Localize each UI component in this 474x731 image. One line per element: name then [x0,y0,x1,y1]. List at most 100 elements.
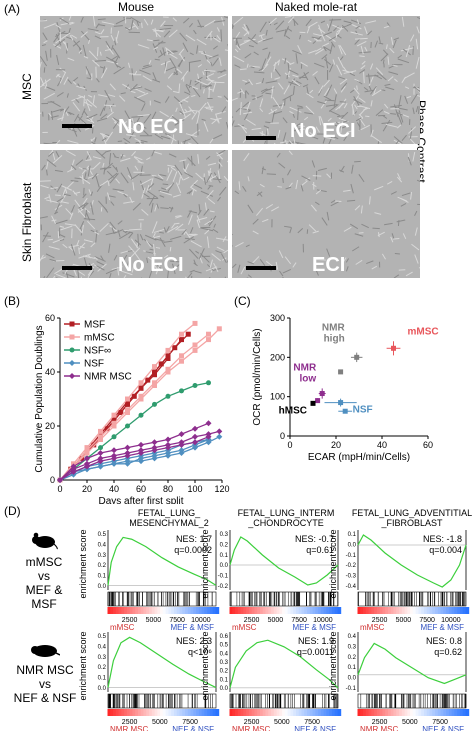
cell-texture [156,203,160,209]
cell-texture [170,166,177,171]
cell-texture [252,256,260,264]
cell-texture [256,191,263,197]
cell-texture [332,24,342,30]
data-point [185,331,191,337]
cell-texture [81,30,91,42]
rank-gradient-segment [182,709,186,716]
cell-texture [179,110,185,115]
cell-texture [205,79,215,82]
x-tick-label: 20 [82,484,92,494]
cell-texture [70,180,79,182]
data-point [152,380,157,386]
cell-texture [181,108,187,119]
cell-texture [155,246,161,249]
rank-gradient-segment [171,607,175,614]
cell-texture [300,184,304,192]
cell-texture [339,78,348,85]
cell-texture [81,224,84,234]
nes-value: NES: 1.7 [176,534,212,544]
cell-texture [56,183,63,193]
cell-texture [277,129,281,138]
cell-texture [154,204,158,212]
cell-texture [168,206,174,210]
cell-texture [51,219,57,222]
cell-texture [159,110,169,118]
cell-texture [210,61,213,67]
cell-texture [318,27,326,34]
cell-texture [171,224,175,229]
cell-texture [247,261,254,265]
cell-texture [150,202,154,213]
cell-texture [321,33,326,42]
y-tick-label: 0.1 [220,553,229,559]
cell-texture [105,131,114,142]
cell-texture [62,188,66,196]
rank-gradient-segment [240,607,245,614]
cell-texture [258,33,265,37]
cell-texture [71,164,77,171]
rank-gradient-segment [254,709,259,716]
cell-texture [174,164,183,176]
cell-texture [358,51,371,54]
cell-texture [157,174,164,180]
cell-texture [342,124,349,129]
cell-texture [223,249,228,254]
cell-texture [372,227,380,230]
cell-texture [358,174,365,183]
rank-gradient-segment [376,709,381,716]
rank-gradient-segment [143,607,148,614]
data-point [165,369,171,375]
x-tick-label: 60 [136,484,146,494]
cell-texture [209,259,214,269]
cell-texture [390,191,397,195]
cell-texture [222,236,227,242]
cell-texture [325,34,336,42]
rank-gradient-segment [374,607,378,614]
cell-texture [190,187,197,192]
cell-texture [167,164,175,168]
cell-texture [117,229,121,238]
cell-texture [291,17,299,26]
cell-texture [60,225,73,231]
q-value: q=0.0011 [297,647,334,657]
cell-texture [203,50,208,60]
rank-gradient-segment [448,607,453,614]
cell-texture [284,225,292,228]
cell-texture [117,190,129,196]
y-tick-label: 200 [270,352,285,362]
cell-texture [55,139,61,144]
rank-gradient-segment [363,607,367,614]
data-point [138,393,144,399]
cell-texture [172,263,176,274]
x-tick-label: 2500 [122,617,138,624]
cell-texture [353,99,363,105]
cell-texture [314,62,325,68]
cell-texture [345,258,349,263]
rank-gradient-segment [454,607,459,614]
cell-texture [154,27,158,38]
data-point [152,364,157,370]
cell-texture [140,165,143,176]
cell-texture [418,106,420,115]
cell-texture [153,129,160,135]
cell-texture [358,124,370,132]
cell-texture [374,185,384,191]
data-point [179,337,184,343]
cell-texture [274,68,281,77]
cell-texture [261,166,264,175]
data-point [192,347,198,353]
cell-texture [61,32,71,39]
cell-texture [126,126,135,131]
cell-texture [119,95,126,102]
cell-texture [116,65,122,69]
cell-texture [67,127,77,133]
cell-texture [259,107,264,113]
cell-texture [224,49,228,51]
cell-texture [212,37,221,43]
q-value: q=0.62 [434,647,462,657]
x-tick-label: 2500 [372,617,388,624]
cell-texture [273,142,276,144]
y-tick-label: 0.1 [348,532,357,538]
cell-texture [44,84,47,90]
rank-gradient-segment [374,709,378,716]
